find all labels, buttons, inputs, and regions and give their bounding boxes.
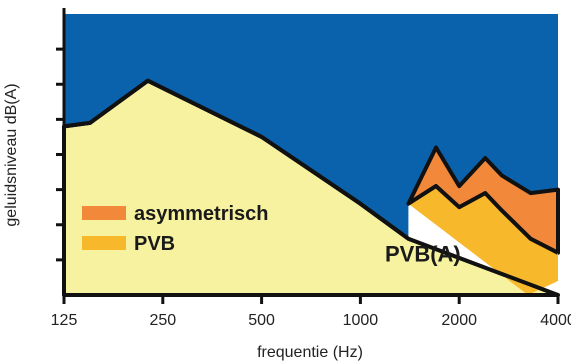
x-tick-label-500: 500	[248, 312, 275, 329]
annotation-0: PVB(A)	[385, 242, 461, 267]
x-axis-label: frequentie (Hz)	[257, 344, 363, 361]
legend-swatch-1	[82, 236, 126, 250]
x-axis: 125 250 500 1000 2000 4000	[51, 295, 571, 329]
chart-areas	[62, 78, 560, 297]
x-tick-label-4000: 4000	[540, 312, 571, 329]
legend-swatch-0	[82, 206, 126, 220]
y-axis-ticks	[56, 8, 66, 295]
annotations: PVB(A)	[385, 242, 461, 267]
x-tick-label-1000: 1000	[343, 312, 379, 329]
x-tick-label-2000: 2000	[441, 312, 477, 329]
noise-spectrum-line	[63, 78, 559, 297]
legend-label-1: PVB	[134, 233, 175, 255]
legend-label-0: asymmetrisch	[134, 203, 269, 225]
y-axis-label: geluidsniveau dB(A)	[3, 83, 20, 226]
legend: asymmetrisch PVB	[82, 203, 269, 255]
x-tick-label-250: 250	[149, 312, 176, 329]
pvb-area	[408, 186, 558, 295]
x-tick-label-125: 125	[51, 312, 78, 329]
pvb-line	[407, 184, 559, 255]
